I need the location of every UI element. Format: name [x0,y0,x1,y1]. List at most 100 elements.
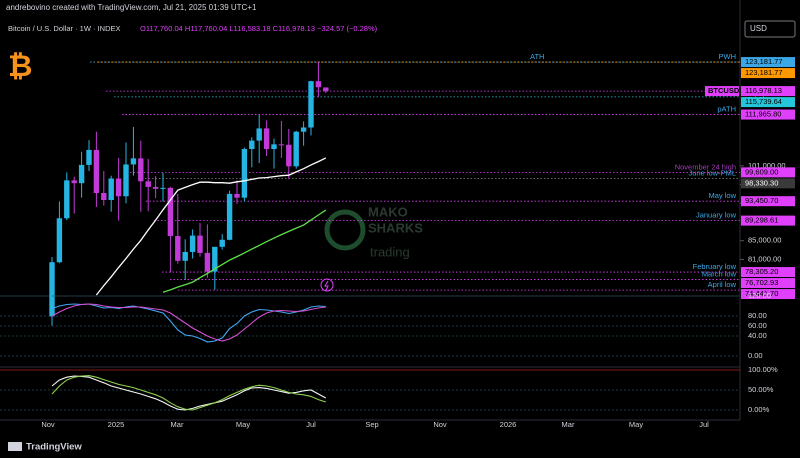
level-name: May low [708,191,736,200]
y-tick-label: 0.00 [748,351,763,360]
candle-body [323,87,329,92]
line [51,303,326,342]
level-name: June low-PML [688,168,736,177]
line [51,303,326,343]
y-tick-label: 0.00% [748,405,770,414]
y-tick-label: 80.00 [748,311,767,320]
x-tick-label: Sep [365,420,378,429]
price-label: 93,450.70 [745,196,778,205]
price-box [741,289,795,300]
candle-body [71,180,77,184]
brand: TradingView [26,442,82,453]
price-label: 74,441.70 [745,289,778,298]
y-tick-label: 101,000.00 [748,161,786,170]
candle-body [93,149,100,193]
candle-body [226,193,233,240]
event-icon[interactable] [324,280,329,291]
event-icon[interactable] [320,278,334,292]
level-name: PWH [719,52,737,61]
line [51,375,326,411]
x-tick-label: 2026 [500,420,517,429]
x-tick-label: May [629,420,643,429]
candle-body [263,128,270,150]
candle-body [212,246,218,272]
candle-body [123,164,129,197]
candle-body [204,252,211,272]
candle-body [182,251,188,261]
y-tick-label: 85,000.00 [748,236,781,245]
candle-body [300,127,307,132]
price-label: 89,298.61 [745,216,778,225]
candle-body [278,144,285,146]
price-box [741,267,795,278]
candle-body [138,158,144,182]
y-tick-label: 120.00 [748,291,771,300]
price-box [741,57,795,68]
price-label: 111,965.80 [745,110,781,119]
line [162,209,327,293]
symbol-box [705,86,739,97]
y-tick-label: 40.00 [748,331,767,340]
x-tick-label: 2025 [108,420,125,429]
price-label: 98,330.30 [745,178,778,187]
price-label: 116,978.13 [745,86,782,95]
candle-body [271,144,277,150]
candle-body [115,178,122,197]
currency[interactable]: USD [750,24,767,33]
y-tick-label: 60.00 [748,321,767,330]
candle-body [286,144,292,167]
x-tick-label: Nov [433,420,447,429]
candle-body [56,218,63,263]
x-tick-label: Jul [699,420,709,429]
level-name: November 24 high [675,162,736,171]
price-box [741,109,795,120]
y-tick-label: 100.00% [748,365,778,374]
watermark-logo [324,209,366,251]
level-name: February low [693,262,737,271]
price-box [741,178,795,189]
price-label: 123,181.77 [745,57,783,66]
price-box [741,86,795,97]
candle-body [108,178,114,201]
price-box [741,196,795,207]
watermark: SHARKS [368,220,423,235]
level-name: March low [702,270,737,279]
line [95,157,327,296]
y-tick-label: 50.00% [748,385,774,394]
bitcoin-icon: ₿ [8,50,32,83]
price-label: 123,181.77 [745,68,783,77]
x-tick-label: Mar [171,420,184,429]
price-box [741,278,795,289]
x-tick-label: Nov [41,420,55,429]
candle-body [234,193,240,198]
author-line: andrebovino created with TradingView.com… [6,3,257,12]
candle-body [49,262,55,317]
watermark: MAKO [368,204,408,219]
x-tick-label: Jul [306,420,316,429]
symbol: Bitcoin / U.S. Dollar · 1W · INDEX [8,24,121,33]
candle-body [197,235,203,253]
candle-body [101,192,107,201]
candle-body [145,181,151,187]
candle-body [315,81,322,88]
price-box [741,215,795,226]
candle-body [130,158,137,165]
candle-body [78,164,85,184]
brand-logo [8,442,22,451]
level-name: January low [696,211,737,220]
level-name: April low [708,280,737,289]
candle-body [175,236,181,261]
candle-body [293,131,299,167]
candle-body [160,187,166,189]
price-box [741,97,795,108]
x-tick-label: Mar [562,420,575,429]
candle-body [86,149,92,165]
y-tick-label: 81,000.00 [748,254,781,263]
level-name: pATH [717,105,736,114]
candle-body [256,128,262,141]
currency-box[interactable] [744,20,796,38]
candle-body [249,140,255,150]
candle-body [308,81,314,128]
